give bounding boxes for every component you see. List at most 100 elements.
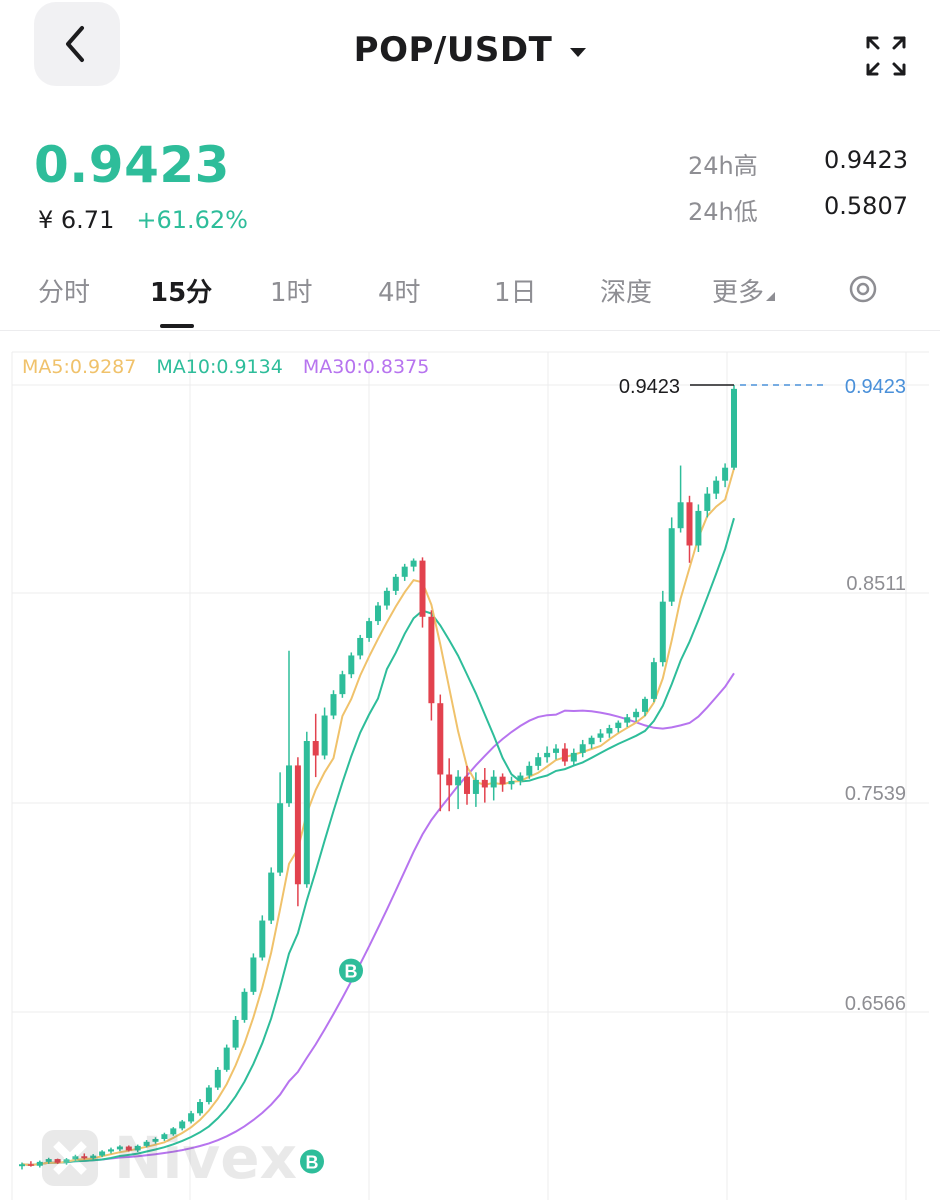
- tab-4h[interactable]: 4时: [378, 272, 421, 309]
- active-tab-indicator: [160, 324, 194, 328]
- candle-down: [446, 774, 453, 786]
- candle-up: [597, 733, 604, 738]
- tab-label: 深度: [600, 278, 653, 308]
- last-price-label: 0.9423: [845, 376, 906, 398]
- candle-up: [108, 1149, 114, 1152]
- candle-down: [481, 779, 488, 788]
- back-button[interactable]: [34, 2, 120, 86]
- tab-timeline[interactable]: 分时: [38, 272, 90, 309]
- candle-up: [214, 1069, 221, 1088]
- candle-up: [366, 621, 373, 638]
- candle-up: [722, 467, 729, 481]
- tab-label: 1日: [494, 278, 537, 308]
- candle-up: [197, 1102, 203, 1114]
- ma10-legend: MA10:0.9134: [156, 356, 283, 378]
- candle-up: [348, 655, 355, 675]
- candle-up: [143, 1141, 150, 1146]
- low-value: 0.5807: [824, 192, 908, 220]
- chevron-left-icon: [66, 26, 84, 62]
- candle-up: [490, 776, 497, 788]
- last-price: 0.9423: [34, 136, 230, 194]
- candle-down: [561, 748, 568, 762]
- candle-up: [606, 728, 613, 734]
- candle-up: [570, 752, 577, 762]
- candle-down: [437, 703, 444, 775]
- corner-triangle-icon: [766, 292, 776, 301]
- y-tick-label: 0.6566: [845, 993, 906, 1015]
- candle-up: [116, 1146, 123, 1150]
- candle-down: [294, 765, 301, 885]
- tab-depth[interactable]: 深度: [600, 272, 652, 309]
- high-label: 24h高: [688, 152, 758, 180]
- candle-up: [383, 590, 390, 606]
- y-tick-label: 0.7539: [845, 783, 906, 805]
- ma5-legend: MA5:0.9287: [22, 356, 137, 378]
- pair-selector-wrap: POP/USDT: [0, 30, 940, 70]
- watermark: Nivex: [40, 1124, 297, 1192]
- candle-up: [508, 780, 515, 785]
- ma30-legend: MA30:0.8375: [302, 356, 430, 378]
- buy-marker: [300, 1149, 324, 1174]
- tab-label: 1时: [270, 278, 313, 308]
- fullscreen-icon[interactable]: [864, 34, 908, 78]
- price-sub-row: ¥ 6.71 +61.62%: [38, 206, 248, 234]
- candle-up: [650, 662, 657, 699]
- tab-15m[interactable]: 15分: [150, 272, 212, 309]
- candle-up: [677, 502, 684, 529]
- candle-up: [357, 637, 364, 656]
- candle-up: [642, 698, 648, 712]
- buy-marker-label: B: [345, 962, 358, 982]
- stat-low-row: 24h低 0.5807: [688, 192, 908, 238]
- candle-up: [223, 1047, 230, 1070]
- candle-down: [499, 776, 506, 785]
- candle-up: [205, 1087, 212, 1103]
- kline-chart[interactable]: 0.8511 0.7539 0.6566 0.9423 0.9423 B B: [0, 340, 940, 1200]
- candle-up: [615, 722, 622, 729]
- candle-up: [268, 872, 275, 921]
- cny-price: ¥ 6.71: [38, 206, 115, 234]
- candle-up: [321, 715, 328, 756]
- high-marker-label: 0.9423: [619, 376, 680, 398]
- candle-up: [517, 775, 524, 781]
- settings-icon[interactable]: [848, 274, 878, 304]
- ma5-line: [21, 468, 735, 1167]
- candle-up: [179, 1121, 186, 1129]
- candle-up: [526, 765, 533, 776]
- candle-up: [232, 1019, 239, 1048]
- tab-more[interactable]: 更多: [712, 272, 776, 309]
- ma10-line: [21, 517, 735, 1167]
- candle-up: [241, 991, 248, 1020]
- candle-up: [277, 803, 284, 873]
- buy-marker: [339, 958, 363, 983]
- watermark-text: Nivex: [114, 1124, 297, 1192]
- candle-down: [686, 502, 693, 546]
- candle-up: [401, 566, 408, 577]
- candle-up: [535, 757, 542, 766]
- interval-tabs: 分时 15分 1时 4时 1日 深度 更多: [0, 266, 940, 331]
- pair-selector[interactable]: POP/USDT: [354, 30, 587, 70]
- candle-up: [579, 744, 586, 753]
- candle-down: [81, 1156, 88, 1159]
- pair-title: POP/USDT: [353, 30, 553, 70]
- candle-up: [624, 717, 631, 723]
- tab-1h[interactable]: 1时: [270, 272, 313, 309]
- candle-up: [472, 779, 479, 794]
- tab-1d[interactable]: 1日: [494, 272, 537, 309]
- candle-down: [125, 1146, 132, 1151]
- high-value: 0.9423: [824, 146, 908, 174]
- candle-up: [339, 674, 346, 695]
- candle-up: [303, 741, 310, 885]
- candle-up: [553, 748, 559, 753]
- candle-up: [90, 1155, 97, 1159]
- candle-down: [54, 1159, 61, 1163]
- candle-up: [45, 1159, 52, 1162]
- candle-up: [588, 737, 595, 745]
- tab-label: 更多: [712, 278, 765, 308]
- nivex-logo-icon: [42, 1130, 98, 1186]
- ma-legend: MA5:0.9287 MA10:0.9134 MA30:0.8375: [22, 356, 429, 378]
- candle-down: [312, 741, 319, 756]
- candle-up: [410, 560, 417, 567]
- candle-up: [259, 920, 266, 958]
- candle-up: [544, 752, 551, 758]
- candle-up: [286, 765, 292, 804]
